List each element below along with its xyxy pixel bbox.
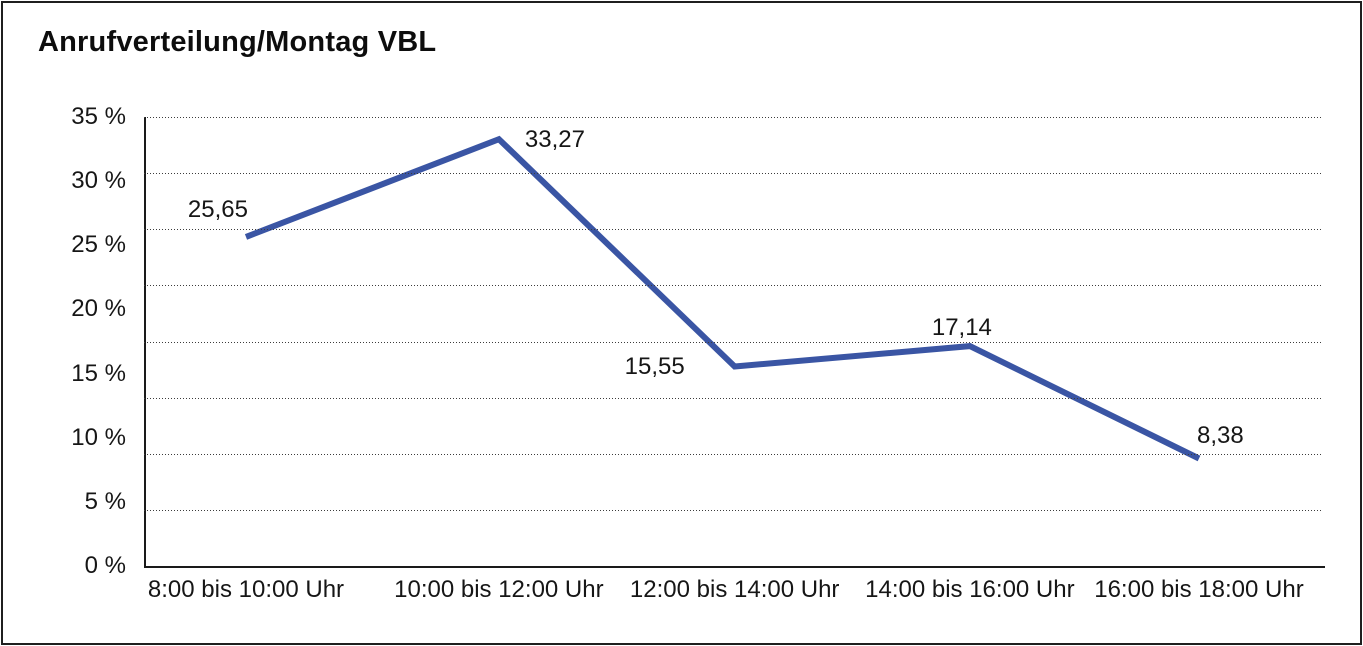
gridline [144, 453, 1323, 455]
gridline [144, 397, 1323, 399]
data-point-label: 8,38 [1196, 422, 1244, 450]
y-axis-label: 35 % [71, 103, 126, 130]
y-axis-label: 20 % [71, 295, 126, 323]
x-axis-label: 16:00 bis 18:00 Uhr [1094, 576, 1304, 603]
gridline [144, 285, 1323, 287]
y-axis-label: 0 % [84, 552, 126, 579]
x-axis-label: 10:00 bis 12:00 Uhr [394, 576, 604, 603]
gridline [144, 509, 1323, 511]
plot-area [144, 117, 1325, 568]
data-point-label: 17,14 [931, 314, 992, 342]
series-polyline [244, 135, 1201, 462]
gridline [144, 173, 1323, 175]
y-axis-label: 10 % [71, 423, 126, 451]
y-axis-label: 25 % [71, 231, 126, 259]
gridline [144, 229, 1323, 231]
gridline [144, 341, 1323, 343]
line-series [244, 135, 1201, 462]
x-axis-label: 14:00 bis 16:00 Uhr [865, 576, 1075, 603]
data-point-label: 25,65 [187, 195, 248, 223]
gridline [144, 117, 1323, 118]
chart-title: Anrufverteilung/Montag VBL [38, 26, 437, 58]
y-axis-label: 30 % [71, 167, 126, 195]
x-axis-label: 8:00 bis 10:00 Uhr [147, 576, 345, 603]
x-axis-label: 12:00 bis 14:00 Uhr [629, 576, 840, 603]
data-point-label: 33,27 [524, 126, 585, 154]
y-axis-label: 5 % [84, 487, 126, 515]
y-axis-label: 15 % [71, 359, 126, 387]
data-point-label: 15,55 [624, 352, 685, 380]
